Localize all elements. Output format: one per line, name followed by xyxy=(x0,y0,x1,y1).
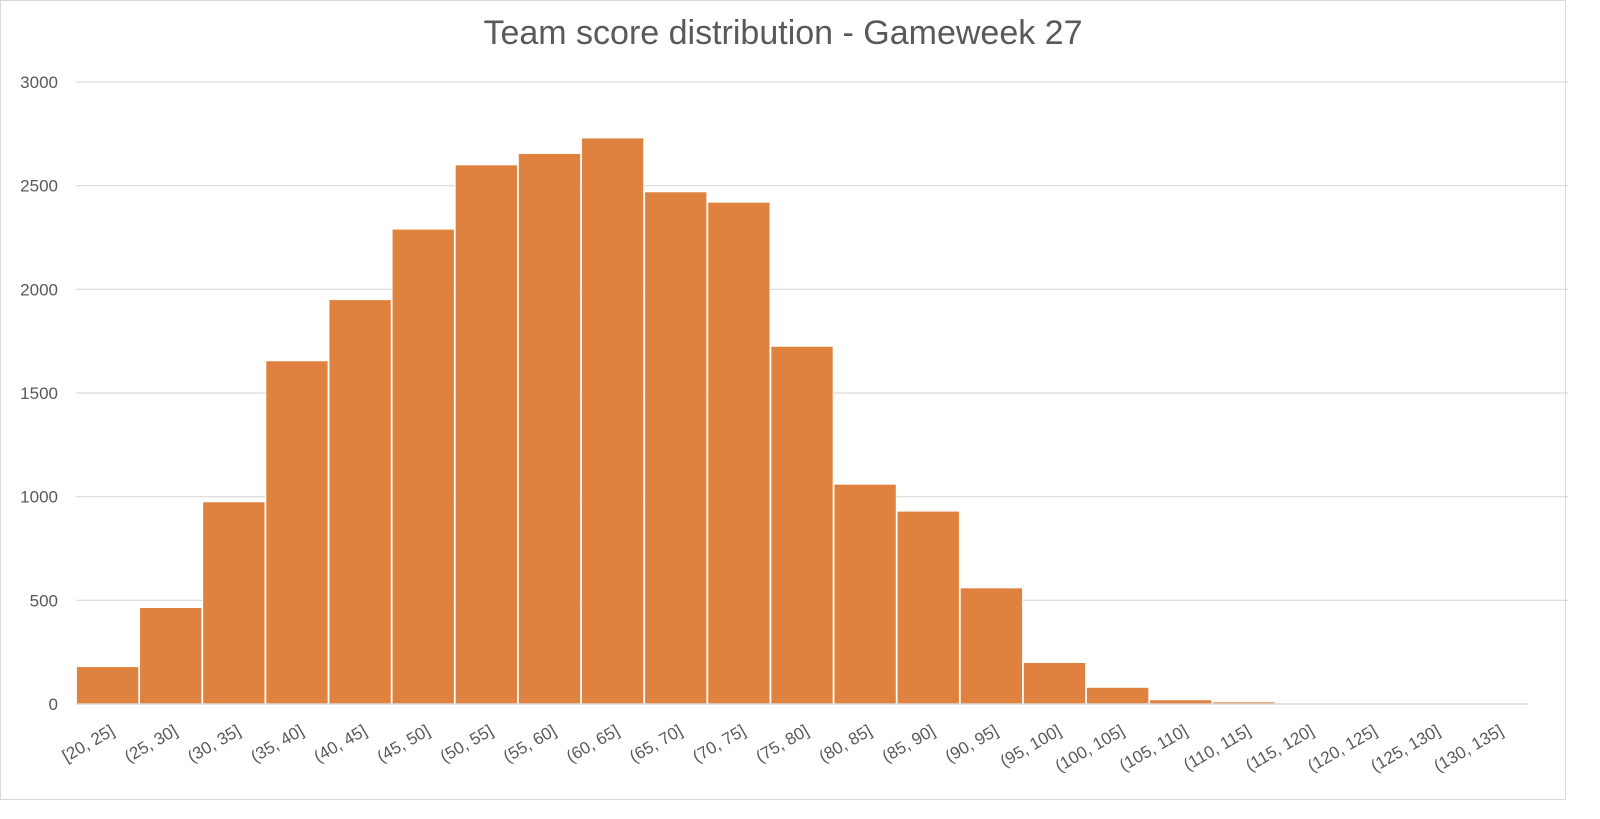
x-tick-label: (60, 65] xyxy=(563,721,622,766)
x-tick-label: (55, 60] xyxy=(500,721,559,766)
x-tick-label: (90, 95] xyxy=(942,721,1001,766)
x-tick-label: (50, 55] xyxy=(437,721,496,766)
bar xyxy=(76,666,140,705)
bars xyxy=(76,137,1402,705)
bar xyxy=(391,228,455,705)
bar xyxy=(139,607,203,705)
x-axis-ticks: [20, 25] (25, 30] (30, 35] (35, 40] (40, 45]… xyxy=(59,721,1506,776)
bar xyxy=(770,345,834,705)
x-tick-label: (80, 85] xyxy=(816,721,875,766)
y-axis-ticks: 0 500 1000 1500 2000 2500 3000 xyxy=(20,73,58,714)
bar xyxy=(896,510,960,705)
y-tick-label: 1500 xyxy=(20,384,58,403)
x-tick-label: (75, 80] xyxy=(753,721,812,766)
bar xyxy=(265,360,329,705)
x-tick-label: (65, 70] xyxy=(626,721,685,766)
x-tick-label: (130, 135] xyxy=(1431,721,1507,776)
y-tick-label: 2000 xyxy=(20,280,58,299)
x-tick-label: (70, 75] xyxy=(689,721,748,766)
y-tick-label: 500 xyxy=(30,591,58,610)
x-tick-label: (40, 45] xyxy=(311,721,370,766)
x-tick-label: (100, 105] xyxy=(1052,721,1128,776)
bar xyxy=(1023,662,1086,705)
x-tick-label: (120, 125] xyxy=(1304,721,1380,776)
x-tick-label: (25, 30] xyxy=(121,721,180,766)
bar xyxy=(202,501,266,705)
x-tick-label: (125, 130] xyxy=(1367,721,1443,776)
bar xyxy=(328,299,392,705)
bar xyxy=(707,201,771,705)
x-tick-label: (85, 90] xyxy=(879,721,938,766)
y-tick-label: 1000 xyxy=(20,488,58,507)
y-tick-label: 2500 xyxy=(20,177,58,196)
x-tick-label: (30, 35] xyxy=(184,721,243,766)
bar xyxy=(454,164,518,705)
x-tick-label: (105, 110] xyxy=(1116,721,1191,775)
bar xyxy=(1086,687,1150,705)
y-tick-label: 3000 xyxy=(20,73,58,92)
bar xyxy=(833,483,897,705)
y-tick-label: 0 xyxy=(49,695,58,714)
chart-title: Team score distribution - Gameweek 27 xyxy=(483,14,1083,52)
x-tick-label: (115, 120] xyxy=(1242,721,1317,775)
x-tick-label: [20, 25] xyxy=(59,721,118,766)
bar xyxy=(581,137,645,705)
x-tick-label: (35, 40] xyxy=(248,721,307,766)
bar xyxy=(644,191,708,705)
bar xyxy=(959,587,1023,705)
x-tick-label: (45, 50] xyxy=(374,721,433,766)
bar xyxy=(518,153,581,705)
x-tick-label: (110, 115] xyxy=(1180,721,1254,774)
